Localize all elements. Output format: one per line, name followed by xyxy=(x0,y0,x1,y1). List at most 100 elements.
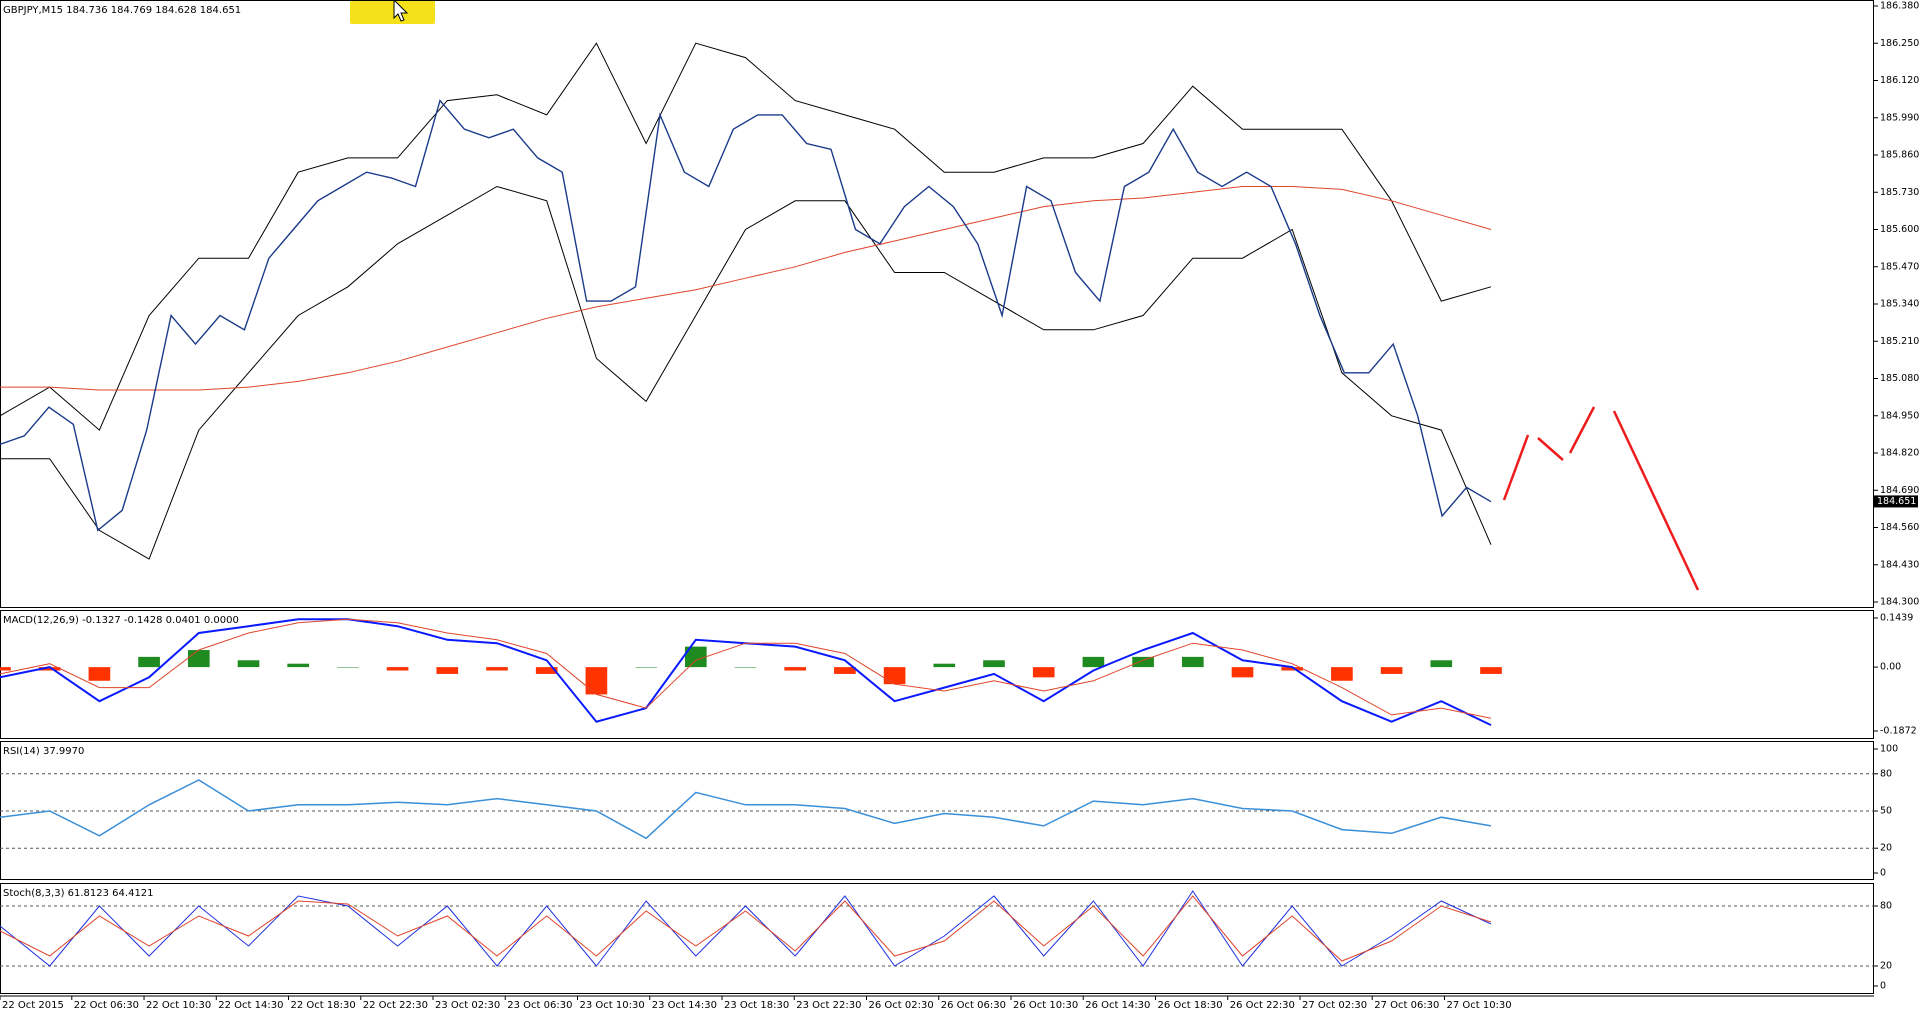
time-label: 26 Oct 10:30 xyxy=(1013,1000,1078,1011)
time-label: 23 Oct 02:30 xyxy=(435,1000,500,1011)
time-label: 23 Oct 06:30 xyxy=(507,1000,572,1011)
y-tick-label: 0 xyxy=(1880,981,1886,992)
y-tick-label: 184.950 xyxy=(1880,410,1919,421)
histogram-bar xyxy=(1231,667,1254,678)
y-tick-label: 0.1439 xyxy=(1880,613,1913,624)
time-label: 26 Oct 06:30 xyxy=(941,1000,1006,1011)
y-tick-label: 0.00 xyxy=(1880,662,1901,673)
histogram-bar xyxy=(734,667,757,668)
y-tick-label: 185.470 xyxy=(1880,261,1919,272)
histogram-bar xyxy=(535,667,558,674)
histogram-bar xyxy=(337,667,359,668)
panel-title: MACD(12,26,9) -0.1327 -0.1428 0.0401 0.0… xyxy=(3,615,239,626)
time-label: 26 Oct 14:30 xyxy=(1085,1000,1150,1011)
time-label: 23 Oct 18:30 xyxy=(724,1000,789,1011)
time-label: 27 Oct 10:30 xyxy=(1446,1000,1511,1011)
series-line xyxy=(0,895,1492,962)
histogram-bar xyxy=(436,667,459,674)
panel-frame xyxy=(0,883,1874,994)
y-tick-label: 185.080 xyxy=(1880,373,1919,384)
histogram-bar xyxy=(1132,656,1154,668)
y-tick-label: 185.600 xyxy=(1880,224,1919,235)
y-tick-label: 184.300 xyxy=(1880,597,1919,608)
histogram-bar xyxy=(486,667,508,671)
series-line xyxy=(0,779,1492,840)
mouse-cursor xyxy=(393,0,409,22)
panel-frame xyxy=(0,0,1874,608)
histogram-bar xyxy=(187,650,210,668)
time-label: 23 Oct 10:30 xyxy=(580,1000,645,1011)
histogram-bar xyxy=(138,656,160,668)
histogram-bar xyxy=(287,663,310,668)
highlight-box xyxy=(350,0,435,24)
series-line xyxy=(0,186,1492,391)
histogram-bar xyxy=(1480,667,1502,674)
current-price-label: 184.651 xyxy=(1877,496,1916,507)
histogram-bar xyxy=(0,667,11,671)
forecast-drawing xyxy=(1502,406,1700,591)
time-label: 22 Oct 22:30 xyxy=(363,1000,428,1011)
series-line xyxy=(0,618,1492,719)
time-label: 26 Oct 18:30 xyxy=(1157,1000,1222,1011)
histogram-bar xyxy=(1430,660,1453,668)
y-tick-label: 80 xyxy=(1880,768,1892,779)
y-tick-label: 184.820 xyxy=(1880,448,1919,459)
panel-frame xyxy=(0,610,1874,739)
histogram-bar xyxy=(88,667,111,681)
time-label: 22 Oct 18:30 xyxy=(291,1000,356,1011)
histogram-bar xyxy=(983,660,1005,668)
y-tick-label: 184.690 xyxy=(1880,485,1919,496)
y-tick-label: 185.210 xyxy=(1880,336,1919,347)
time-label: 26 Oct 22:30 xyxy=(1230,1000,1295,1011)
histogram-bar xyxy=(237,660,260,668)
time-label: 27 Oct 02:30 xyxy=(1302,1000,1367,1011)
time-label: 23 Oct 14:30 xyxy=(652,1000,717,1011)
histogram-bar xyxy=(1380,667,1403,674)
time-label: 22 Oct 2015 xyxy=(2,1000,64,1011)
histogram-bar xyxy=(883,667,906,685)
y-tick-label: 185.860 xyxy=(1880,150,1919,161)
histogram-bar xyxy=(684,646,707,668)
histogram-bar xyxy=(1032,667,1055,678)
y-tick-label: 100 xyxy=(1880,744,1898,755)
y-tick-label: 50 xyxy=(1880,806,1892,817)
time-label: 23 Oct 22:30 xyxy=(796,1000,861,1011)
histogram-bar xyxy=(585,667,608,695)
current-price-box xyxy=(1874,495,1918,508)
y-tick-label: 186.120 xyxy=(1880,75,1919,86)
time-label: 22 Oct 10:30 xyxy=(146,1000,211,1011)
y-tick-label: -0.1872 xyxy=(1880,726,1917,737)
histogram-bar xyxy=(1181,656,1204,668)
y-tick-label: 185.340 xyxy=(1880,299,1919,310)
time-label: 22 Oct 14:30 xyxy=(218,1000,283,1011)
series-line xyxy=(0,99,1492,532)
time-label: 22 Oct 06:30 xyxy=(74,1000,139,1011)
series-line xyxy=(0,890,1492,967)
panel-title: GBPJPY,M15 184.736 184.769 184.628 184.6… xyxy=(3,5,241,16)
histogram-bar xyxy=(784,667,807,671)
time-label: 27 Oct 06:30 xyxy=(1374,1000,1439,1011)
series-line xyxy=(0,42,1492,431)
y-tick-label: 0 xyxy=(1880,868,1886,879)
y-tick-label: 185.990 xyxy=(1880,112,1919,123)
y-tick-label: 20 xyxy=(1880,961,1892,972)
y-tick-label: 20 xyxy=(1880,843,1892,854)
histogram-bar xyxy=(1331,667,1353,681)
panel-title: Stoch(8,3,3) 61.8123 64.4121 xyxy=(3,888,154,899)
histogram-bar xyxy=(933,663,956,668)
histogram-bar xyxy=(834,667,856,674)
y-tick-label: 186.380 xyxy=(1880,1,1919,12)
y-tick-label: 184.430 xyxy=(1880,559,1919,570)
series-line xyxy=(0,185,1492,560)
panel-title: RSI(14) 37.9970 xyxy=(3,746,84,757)
histogram-bar xyxy=(1082,656,1105,668)
time-label: 26 Oct 02:30 xyxy=(868,1000,933,1011)
histogram-bar xyxy=(38,667,61,671)
y-tick-label: 80 xyxy=(1880,901,1892,912)
y-tick-label: 185.730 xyxy=(1880,187,1919,198)
histogram-bar xyxy=(635,667,657,668)
y-tick-label: 184.560 xyxy=(1880,522,1919,533)
histogram-bar xyxy=(386,667,409,671)
